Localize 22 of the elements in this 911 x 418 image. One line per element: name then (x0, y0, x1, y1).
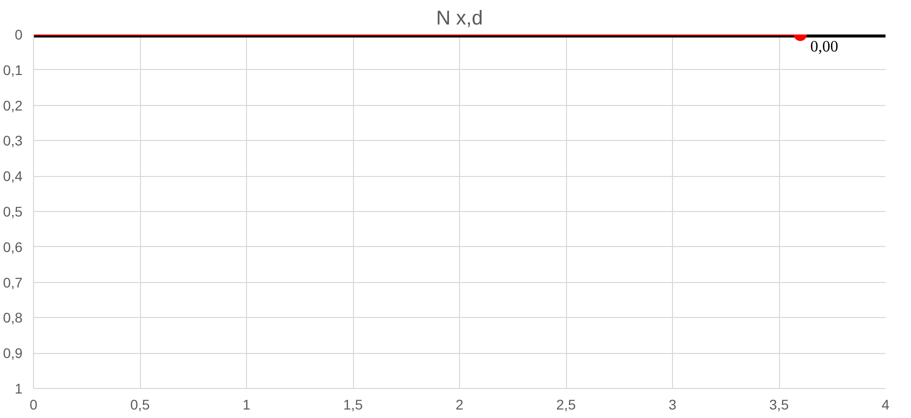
x-tick-label: 4 (882, 396, 890, 412)
y-tick-label: 0,9 (3, 345, 23, 362)
y-tick-label: 0,6 (3, 238, 23, 255)
data-label: 0,00 (810, 38, 838, 56)
x-tick-label: 0,5 (130, 396, 150, 412)
x-tick-label: 0 (30, 396, 38, 412)
y-tick-label: 0,7 (3, 274, 23, 290)
chart-title: N x,d (436, 8, 483, 30)
y-tick-label: 0,3 (3, 132, 23, 149)
y-tick-label: 1 (14, 380, 23, 396)
y-tick-label: 0,5 (3, 204, 23, 220)
x-tick-label: 3 (668, 396, 677, 412)
y-tick-label: 0,4 (3, 168, 23, 184)
x-tick-label: 1,5 (343, 396, 363, 412)
x-tick-label: 1 (242, 396, 251, 412)
y-tick-label: 0 (14, 26, 23, 42)
x-tick-label: 2,5 (556, 396, 576, 412)
y-tick-label: 0,2 (3, 97, 23, 114)
x-tick-label: 3,5 (769, 396, 789, 412)
y-tick-label: 0,8 (3, 310, 23, 326)
y-tick-label: 0,1 (3, 62, 23, 78)
x-tick-label: 2 (456, 396, 464, 412)
